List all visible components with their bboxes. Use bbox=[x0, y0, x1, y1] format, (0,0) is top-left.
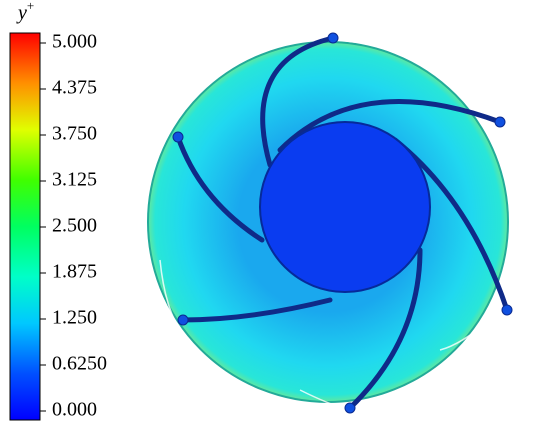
tick-label: 1.875 bbox=[52, 261, 97, 283]
tick-label: 1.250 bbox=[52, 307, 97, 329]
colorbar-title: y+ bbox=[16, 0, 34, 24]
tick-label: 5.000 bbox=[52, 31, 97, 53]
tick-label: 4.375 bbox=[52, 77, 97, 99]
tick-label: 2.500 bbox=[52, 215, 97, 237]
tick-label: 3.125 bbox=[52, 169, 97, 191]
colorbar bbox=[9, 32, 41, 421]
tick-label: 0.000 bbox=[52, 399, 97, 421]
tick-label: 3.750 bbox=[52, 123, 97, 145]
tick-label: 0.6250 bbox=[52, 353, 107, 375]
impeller bbox=[147, 32, 513, 414]
